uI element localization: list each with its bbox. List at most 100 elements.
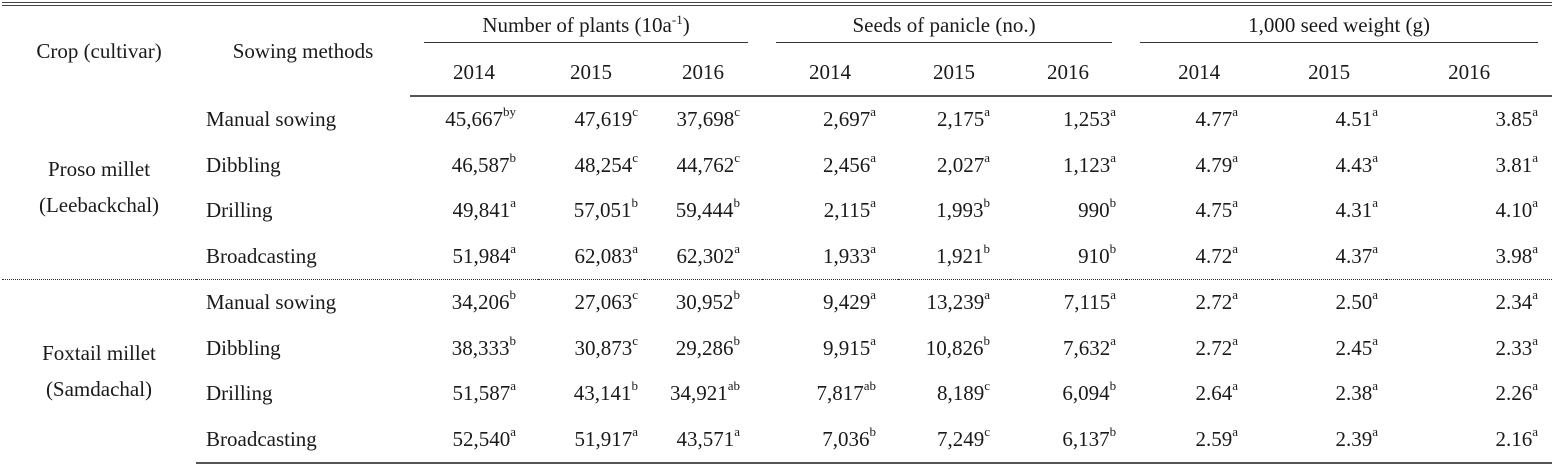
significance-letter: a xyxy=(984,287,991,303)
significance-letter: a xyxy=(870,240,877,256)
cell-value: 46,587 xyxy=(451,152,510,177)
significance-letter: a xyxy=(984,149,991,165)
year-header: 2015 xyxy=(538,49,644,97)
cell-value: 4.77 xyxy=(1195,107,1233,132)
significance-letter: c xyxy=(734,149,741,165)
significance-letter: b xyxy=(733,332,741,348)
significance-letter: a xyxy=(1232,332,1239,348)
cell-value: 57,051 xyxy=(573,198,632,223)
value-cell: 7,249c xyxy=(898,416,1011,464)
table-row: Foxtail millet (Samdachal) Manual sowing 34… xyxy=(2,279,1553,463)
cell-value: 30,873 xyxy=(574,335,633,360)
cell-value: 34,921 xyxy=(670,381,728,406)
cell-value: 48,254 xyxy=(574,152,633,177)
significance-letter: a xyxy=(632,240,638,256)
value-cell: 7,632a xyxy=(1010,326,1126,372)
value-cell: 1,933a xyxy=(762,234,898,280)
cell-value: 6,137 xyxy=(1062,426,1110,451)
cell-value: 4.31 xyxy=(1335,198,1373,223)
cell-value: 37,698 xyxy=(676,107,735,132)
cell-value: 7,249 xyxy=(937,426,985,451)
cell-value: 2.45 xyxy=(1335,335,1373,360)
significance-letter: b xyxy=(509,149,517,165)
cell-value: 2.39 xyxy=(1335,426,1373,451)
significance-letter: b xyxy=(631,378,639,394)
significance-letter: a xyxy=(1232,240,1239,256)
group-header-seeds: Seeds of panicle (no.) xyxy=(762,4,1126,49)
significance-letter: a xyxy=(1372,149,1379,165)
value-cell: 51,587a xyxy=(410,371,538,417)
significance-letter: a xyxy=(870,104,877,120)
significance-letter: c xyxy=(632,332,638,348)
cell-value: 51,917 xyxy=(574,426,633,451)
method-column-header: Sowing methods xyxy=(232,38,374,63)
significance-letter: a xyxy=(1532,149,1539,165)
value-cell: 990b xyxy=(1010,188,1126,234)
significance-letter: a xyxy=(1372,423,1379,439)
value-cell: 4.43a xyxy=(1272,143,1386,189)
value-cell: 1,123a xyxy=(1010,143,1126,189)
significance-letter: a xyxy=(510,423,516,439)
cell-value: 1,921 xyxy=(936,243,984,268)
value-cell: 13,239a xyxy=(898,279,1011,326)
cell-value: 1,993 xyxy=(936,198,984,223)
cultivar-name: (Samdachal) xyxy=(45,376,153,401)
value-cell: 2.72a xyxy=(1126,326,1272,372)
cell-value: 1,253 xyxy=(1063,107,1111,132)
significance-letter: a xyxy=(1372,240,1379,256)
significance-letter: a xyxy=(1532,104,1539,120)
value-cell: 3.81a xyxy=(1386,143,1552,189)
significance-letter: a xyxy=(1232,378,1239,394)
significance-letter: a xyxy=(1110,287,1117,303)
cell-value: 2.38 xyxy=(1335,381,1373,406)
sowing-method: Drilling xyxy=(206,381,273,406)
cell-value: 4.72 xyxy=(1195,243,1233,268)
value-cell: 1,921b xyxy=(898,234,1010,280)
value-cell: 2.72a xyxy=(1126,279,1273,326)
significance-letter: b xyxy=(509,332,517,348)
significance-letter: c xyxy=(632,287,638,303)
significance-letter: b xyxy=(1109,378,1117,394)
significance-letter: a xyxy=(1232,195,1239,211)
value-cell: 51,984a xyxy=(410,234,538,280)
group-title-text: 1,000 seed weight (g) xyxy=(1140,13,1539,43)
cell-value: 30,952 xyxy=(675,290,734,315)
cell-value: 7,632 xyxy=(1063,335,1111,360)
year-header: 2015 xyxy=(1272,49,1387,97)
significance-letter: a xyxy=(1372,195,1379,211)
value-cell: 27,063c xyxy=(538,279,644,326)
cell-value: 990 xyxy=(1078,198,1110,223)
cell-value: 7,817 xyxy=(816,381,864,406)
significance-letter: a xyxy=(1232,149,1239,165)
significance-letter: a xyxy=(510,195,516,211)
cell-value: 43,141 xyxy=(573,381,632,406)
significance-letter: a xyxy=(1532,332,1539,348)
sowing-method: Dibbling xyxy=(206,152,281,177)
value-cell: 30,952b xyxy=(644,279,763,326)
sowing-method: Broadcasting xyxy=(206,243,317,268)
value-cell: 2,115a xyxy=(762,188,898,234)
group-title-text: Number of plants (10a xyxy=(482,12,672,37)
cell-value: 9,915 xyxy=(823,335,871,360)
significance-letter: a xyxy=(510,378,516,394)
cell-value: 2.64 xyxy=(1195,381,1233,406)
table-row: Drilling 49,841a 57,051b 59,444b 2,115a 1,993… xyxy=(2,188,1552,234)
value-cell: 49,841a xyxy=(410,188,538,234)
value-cell: 51,917a xyxy=(538,416,644,464)
cell-value: 4.43 xyxy=(1335,152,1373,177)
value-cell: 4.72a xyxy=(1126,234,1272,280)
table-row: Dibbling 46,587b 48,254c 44,762c 2,456a 2,027… xyxy=(2,143,1552,189)
value-cell: 7,817ab xyxy=(762,371,898,417)
significance-letter: a xyxy=(1232,104,1239,120)
significance-letter: c xyxy=(984,423,991,439)
cell-value: 2,027 xyxy=(937,152,985,177)
value-cell: 34,206b xyxy=(410,279,538,326)
sowing-method: Drilling xyxy=(206,198,273,223)
value-cell: 46,587b xyxy=(410,143,538,189)
value-cell: 2.45a xyxy=(1272,326,1386,372)
cell-value: 7,036 xyxy=(822,426,870,451)
value-cell: 910b xyxy=(1010,234,1126,280)
cell-value: 4.75 xyxy=(1195,198,1233,223)
value-cell: 8,189c xyxy=(898,371,1010,417)
